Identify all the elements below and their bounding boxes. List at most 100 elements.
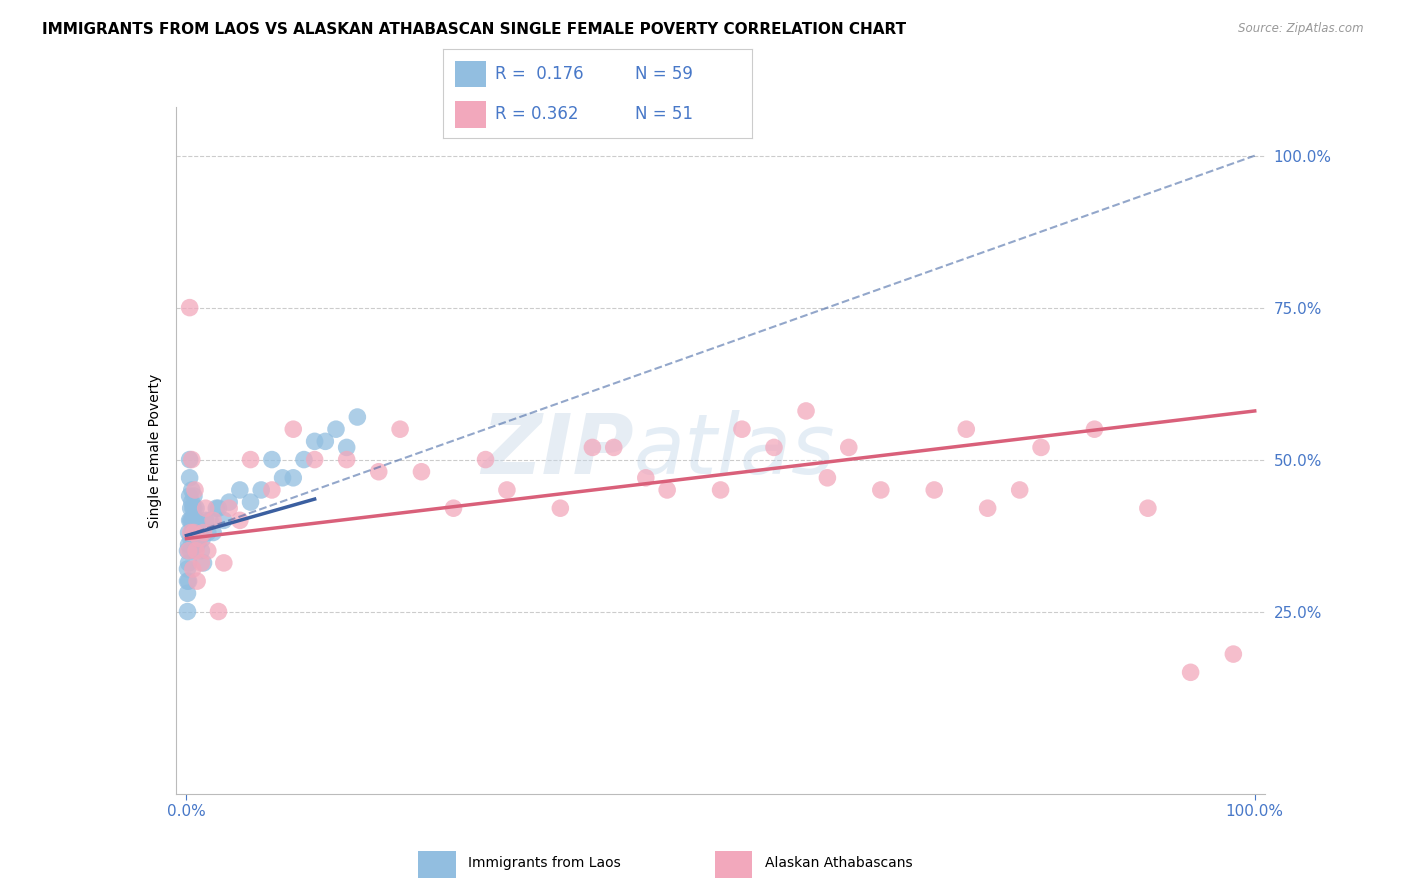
- Point: [205, 501, 228, 516]
- Point: [218, 501, 240, 516]
- Point: [603, 441, 626, 455]
- Point: [634, 471, 657, 485]
- Point: [474, 452, 496, 467]
- Point: [314, 434, 336, 449]
- Point: [207, 605, 229, 619]
- Text: ZIP: ZIP: [481, 410, 633, 491]
- Point: [198, 513, 221, 527]
- Point: [815, 471, 838, 485]
- Point: [176, 574, 198, 589]
- Point: [336, 452, 359, 467]
- Y-axis label: Single Female Poverty: Single Female Poverty: [148, 374, 162, 527]
- Point: [869, 483, 891, 497]
- Point: [180, 501, 202, 516]
- Point: [260, 452, 283, 467]
- Point: [194, 513, 217, 527]
- Text: Source: ZipAtlas.com: Source: ZipAtlas.com: [1239, 22, 1364, 36]
- Point: [177, 525, 200, 540]
- Point: [180, 543, 202, 558]
- Point: [180, 525, 202, 540]
- Point: [229, 483, 252, 497]
- Point: [186, 513, 208, 527]
- Point: [283, 422, 305, 436]
- Point: [1222, 647, 1244, 661]
- Point: [794, 404, 817, 418]
- Text: atlas: atlas: [633, 410, 835, 491]
- Point: [179, 301, 201, 315]
- Point: [177, 538, 200, 552]
- Point: [183, 489, 205, 503]
- Point: [184, 513, 207, 527]
- Point: [1029, 441, 1052, 455]
- Point: [325, 422, 347, 436]
- Point: [180, 513, 202, 527]
- Point: [186, 538, 208, 552]
- Point: [176, 543, 198, 558]
- Text: N = 59: N = 59: [634, 65, 693, 83]
- Point: [190, 543, 212, 558]
- Point: [202, 513, 225, 527]
- Text: N = 51: N = 51: [634, 105, 693, 123]
- Point: [181, 501, 204, 516]
- Point: [1180, 665, 1202, 680]
- Point: [955, 422, 977, 436]
- Point: [177, 556, 200, 570]
- Point: [581, 441, 603, 455]
- Text: IMMIGRANTS FROM LAOS VS ALASKAN ATHABASCAN SINGLE FEMALE POVERTY CORRELATION CHA: IMMIGRANTS FROM LAOS VS ALASKAN ATHABASC…: [42, 22, 907, 37]
- Point: [496, 483, 519, 497]
- Point: [336, 441, 359, 455]
- Text: Immigrants from Laos: Immigrants from Laos: [468, 856, 620, 870]
- Point: [292, 452, 315, 467]
- Point: [250, 483, 273, 497]
- Point: [202, 525, 225, 540]
- Point: [180, 495, 202, 509]
- Point: [179, 513, 201, 527]
- Point: [1008, 483, 1031, 497]
- Point: [177, 574, 200, 589]
- Point: [184, 525, 207, 540]
- Point: [176, 586, 198, 600]
- FancyBboxPatch shape: [716, 851, 752, 878]
- Text: R =  0.176: R = 0.176: [495, 65, 583, 83]
- Point: [1136, 501, 1159, 516]
- Point: [1083, 422, 1105, 436]
- Point: [212, 556, 235, 570]
- Point: [183, 501, 205, 516]
- Point: [183, 525, 205, 540]
- Point: [239, 452, 262, 467]
- Point: [180, 513, 202, 527]
- Point: [762, 441, 785, 455]
- Point: [179, 452, 201, 467]
- Point: [180, 525, 202, 540]
- Point: [176, 605, 198, 619]
- Point: [304, 452, 326, 467]
- Text: R = 0.362: R = 0.362: [495, 105, 579, 123]
- Point: [922, 483, 945, 497]
- Point: [184, 501, 207, 516]
- Point: [188, 532, 211, 546]
- Point: [180, 532, 202, 546]
- Point: [283, 471, 305, 485]
- Point: [346, 410, 368, 425]
- FancyBboxPatch shape: [456, 101, 486, 128]
- Point: [731, 422, 754, 436]
- Point: [179, 471, 201, 485]
- Point: [176, 562, 198, 576]
- Point: [197, 543, 219, 558]
- Point: [389, 422, 412, 436]
- Point: [239, 495, 262, 509]
- Point: [193, 525, 215, 540]
- FancyBboxPatch shape: [456, 61, 486, 87]
- Point: [657, 483, 679, 497]
- Point: [181, 532, 204, 546]
- Point: [207, 501, 229, 516]
- Point: [184, 543, 207, 558]
- FancyBboxPatch shape: [419, 851, 456, 878]
- Point: [190, 556, 212, 570]
- Point: [212, 513, 235, 527]
- Point: [367, 465, 389, 479]
- Point: [193, 556, 215, 570]
- Point: [710, 483, 733, 497]
- Point: [443, 501, 465, 516]
- Point: [183, 525, 205, 540]
